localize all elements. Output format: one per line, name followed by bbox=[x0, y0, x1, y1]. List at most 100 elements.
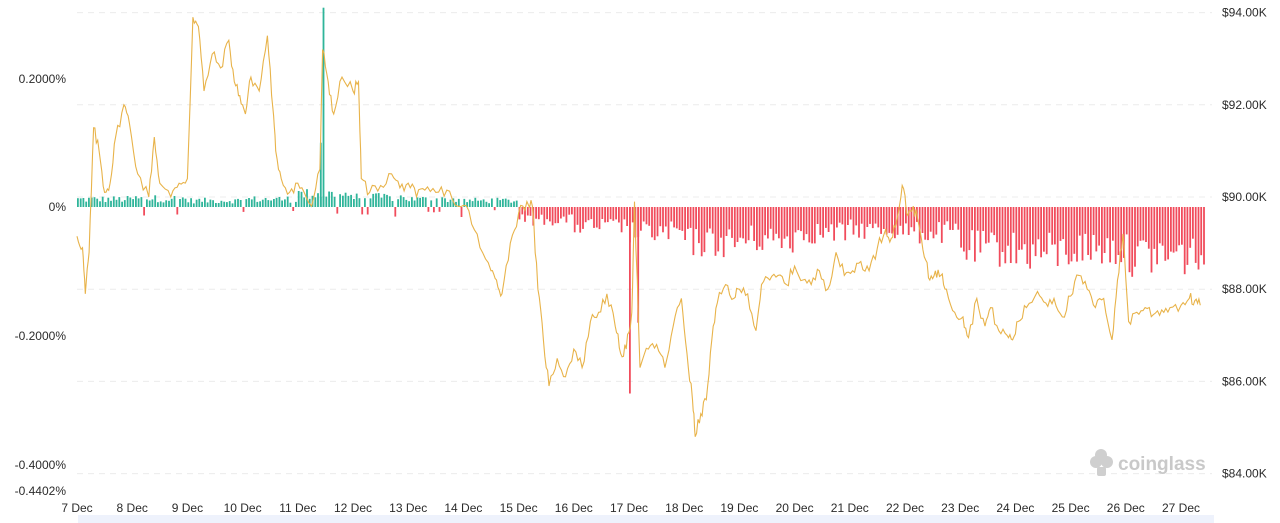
funding-bar bbox=[452, 198, 455, 207]
funding-bar bbox=[664, 207, 667, 227]
funding-bar bbox=[504, 198, 507, 207]
funding-bar bbox=[146, 199, 148, 207]
funding-bar bbox=[1056, 207, 1059, 266]
funding-bar bbox=[449, 199, 452, 207]
funding-bar bbox=[1192, 207, 1194, 239]
x-axis-tick-label: 11 Dec bbox=[279, 501, 316, 515]
funding-bar bbox=[344, 192, 347, 207]
funding-bar bbox=[698, 207, 700, 244]
funding-bar bbox=[584, 207, 587, 223]
funding-bar bbox=[433, 207, 435, 213]
funding-bar bbox=[971, 207, 973, 231]
funding-bar bbox=[651, 207, 653, 238]
funding-bar bbox=[987, 207, 990, 243]
funding-bar bbox=[482, 199, 485, 207]
funding-bar bbox=[537, 207, 540, 220]
funding-bar bbox=[438, 207, 441, 212]
funding-bar bbox=[858, 207, 860, 238]
funding-bar bbox=[88, 197, 90, 207]
funding-bar bbox=[1136, 207, 1139, 247]
funding-bar bbox=[565, 207, 568, 223]
funding-bar bbox=[733, 207, 736, 248]
funding-bar bbox=[866, 207, 869, 227]
funding-bar bbox=[1117, 207, 1120, 255]
funding-bar bbox=[642, 207, 645, 222]
funding-bar bbox=[841, 207, 844, 225]
funding-bar bbox=[209, 199, 212, 207]
funding-bar bbox=[750, 207, 753, 226]
funding-bar bbox=[1197, 207, 1200, 270]
funding-bar bbox=[678, 207, 681, 230]
funding-bar bbox=[709, 207, 711, 229]
funding-bar bbox=[154, 195, 157, 207]
left-axis-tick-label: 0.2000% bbox=[19, 72, 67, 86]
funding-bar bbox=[405, 199, 408, 207]
funding-bar bbox=[184, 198, 187, 207]
funding-bar bbox=[722, 207, 725, 258]
funding-bar bbox=[902, 207, 904, 235]
funding-bar bbox=[1189, 207, 1192, 248]
funding-bar bbox=[769, 207, 772, 229]
x-axis-scrollbar[interactable] bbox=[78, 515, 1214, 523]
funding-bar bbox=[471, 201, 474, 207]
x-axis-tick-label: 8 Dec bbox=[117, 501, 148, 515]
funding-bar bbox=[957, 207, 960, 230]
funding-bar bbox=[292, 207, 295, 211]
funding-bar bbox=[985, 207, 987, 244]
funding-bar bbox=[648, 207, 651, 226]
funding-bar bbox=[924, 207, 927, 240]
funding-bar bbox=[1112, 207, 1114, 241]
funding-bar bbox=[1067, 207, 1070, 265]
funding-bar bbox=[242, 207, 245, 212]
funding-bar bbox=[1170, 207, 1172, 252]
funding-bar bbox=[673, 207, 675, 228]
funding-bar bbox=[198, 198, 201, 207]
funding-bar bbox=[852, 207, 855, 235]
funding-bar bbox=[77, 198, 79, 207]
funding-bar bbox=[949, 207, 951, 230]
funding-bar bbox=[739, 207, 742, 238]
funding-bar bbox=[687, 207, 689, 229]
funding-bar bbox=[380, 197, 383, 207]
funding-bar bbox=[761, 207, 764, 250]
funding-bar bbox=[353, 199, 355, 207]
funding-bar bbox=[239, 200, 242, 207]
funding-bar bbox=[833, 207, 835, 241]
funding-bar bbox=[780, 207, 783, 248]
funding-bar bbox=[1045, 207, 1048, 255]
funding-bar bbox=[786, 207, 789, 237]
funding-bar bbox=[847, 207, 849, 225]
funding-bar bbox=[1040, 207, 1042, 258]
funding-bar bbox=[1161, 207, 1164, 246]
funding-bar bbox=[336, 207, 339, 214]
funding-bar bbox=[675, 207, 678, 229]
x-axis-tick-label: 24 Dec bbox=[996, 501, 1034, 515]
funding-bar bbox=[601, 207, 604, 219]
funding-bar bbox=[808, 207, 811, 243]
funding-bar bbox=[110, 200, 112, 207]
funding-bar bbox=[355, 193, 358, 207]
funding-bar bbox=[822, 207, 824, 238]
funding-bar bbox=[126, 196, 129, 207]
funding-bar bbox=[877, 207, 880, 228]
left-axis-tick-label: -0.4402% bbox=[15, 484, 67, 498]
funding-bar bbox=[896, 207, 899, 235]
funding-bar bbox=[571, 207, 573, 215]
funding-bar bbox=[342, 195, 344, 207]
funding-bar bbox=[270, 200, 272, 207]
funding-bar bbox=[720, 207, 722, 238]
funding-bar bbox=[800, 207, 802, 232]
funding-bar bbox=[157, 202, 159, 207]
funding-bar bbox=[273, 199, 275, 207]
funding-bar bbox=[888, 207, 891, 233]
funding-bar bbox=[416, 197, 419, 207]
funding-bar bbox=[1012, 207, 1015, 233]
x-axis-tick-label: 19 Dec bbox=[720, 501, 758, 515]
funding-bar bbox=[1037, 207, 1040, 240]
funding-bar bbox=[79, 198, 82, 207]
funding-bar bbox=[441, 197, 444, 207]
funding-bar bbox=[295, 201, 297, 207]
x-axis-tick-label: 14 Dec bbox=[444, 501, 482, 515]
funding-bar bbox=[151, 199, 154, 207]
